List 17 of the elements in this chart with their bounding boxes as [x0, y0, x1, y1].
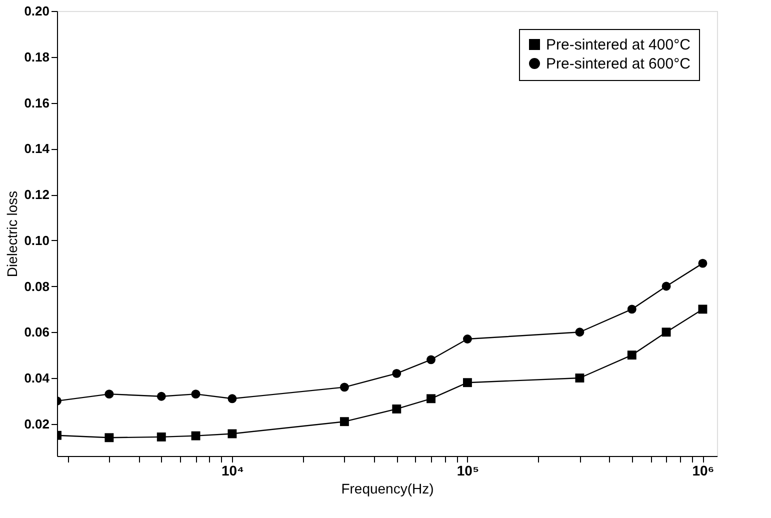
y-tick-label: 0.14: [24, 141, 50, 156]
y-axis-title: Dielectric loss: [4, 190, 20, 278]
x-tick-label: 10⁵: [456, 462, 480, 478]
y-tick-label: 0.18: [24, 49, 50, 64]
x-tick-label: 10⁴: [221, 462, 244, 478]
legend-label: Pre-sintered at 600°C: [546, 56, 691, 72]
x-axis-title: Frequency(Hz): [341, 480, 434, 496]
y-tick-label: 0.04: [24, 370, 50, 386]
y-tick-label: 0.08: [24, 278, 50, 294]
y-tick-label: 0.20: [24, 4, 50, 18]
y-tick-label: 0.02: [24, 416, 50, 432]
y-tick-label: 0.10: [24, 232, 50, 248]
legend-label: Pre-sintered at 400°C: [546, 36, 691, 54]
x-tick-label: 10⁶: [692, 462, 714, 478]
y-tick-label: 0.12: [24, 187, 50, 202]
y-tick-label: 0.16: [24, 95, 50, 110]
y-tick-label: 0.06: [24, 324, 50, 340]
